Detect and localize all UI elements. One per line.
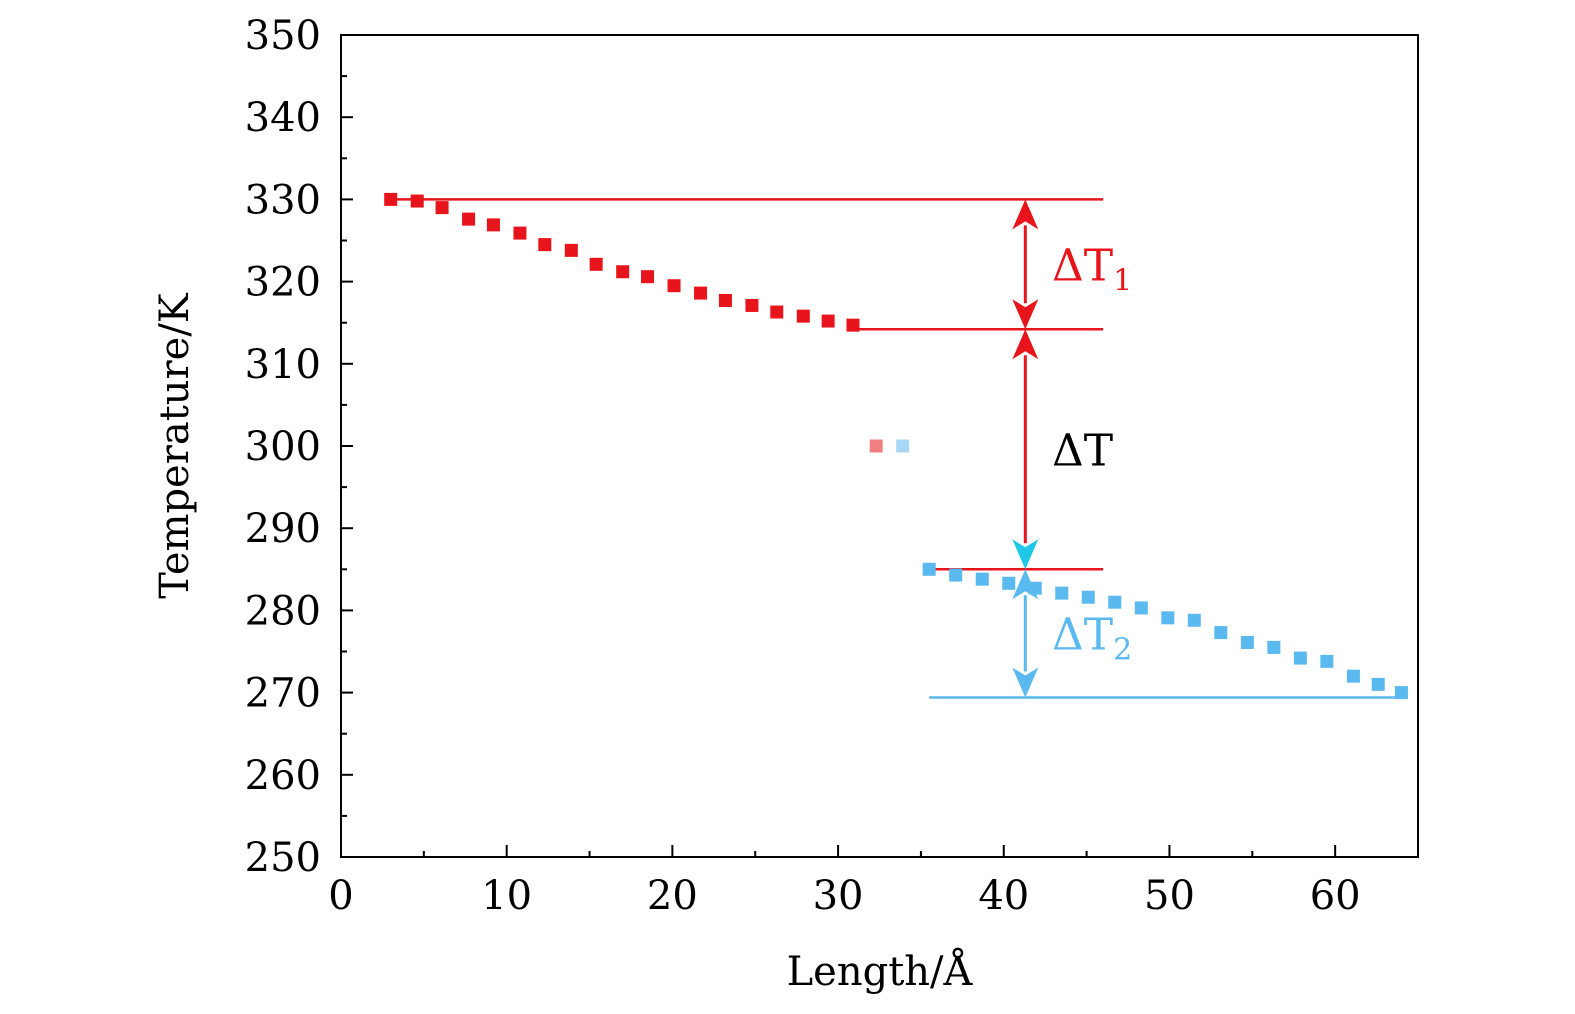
reference-lines: [390, 198, 1402, 699]
data-point: [462, 212, 476, 226]
data-point: [1240, 635, 1254, 649]
data-point: [949, 568, 963, 582]
x-tick-label: 0: [328, 873, 353, 919]
x-tick-label: 40: [978, 873, 1029, 919]
y-tick-label: 340: [245, 95, 321, 141]
data-point: [869, 439, 883, 453]
y-tick-label: 300: [245, 424, 321, 470]
data-point: [1293, 651, 1307, 665]
data-point: [486, 218, 500, 232]
arrow-head-down: [1012, 667, 1039, 698]
data-point: [1081, 590, 1095, 604]
data-point: [1214, 626, 1228, 640]
data-point: [1002, 576, 1016, 590]
y-tick-label: 350: [245, 13, 321, 59]
data-point: [589, 257, 603, 271]
data-point: [770, 305, 784, 319]
annotation-labels: ΔT1 ΔT ΔT2: [1052, 240, 1132, 667]
data-point: [1371, 677, 1385, 691]
data-point: [922, 562, 936, 576]
arrow-head-down: [1012, 539, 1039, 570]
data-point: [616, 265, 630, 279]
x-tick-label: 10: [481, 873, 532, 919]
data-point: [1028, 581, 1042, 595]
y-tick-label: 330: [245, 177, 321, 223]
data-point: [975, 572, 989, 586]
x-tick-label: 30: [813, 873, 864, 919]
data-point: [384, 192, 398, 206]
data-point: [1055, 586, 1069, 600]
data-point: [718, 294, 732, 308]
y-tick-label: 280: [245, 588, 321, 634]
arrow-head-up: [1012, 329, 1039, 360]
data-point: [896, 439, 910, 453]
data-points: [384, 192, 1408, 700]
delta-label: ΔT: [1052, 425, 1113, 476]
data-point: [1394, 686, 1408, 700]
x-tick-label: 20: [647, 873, 698, 919]
data-point: [667, 279, 681, 293]
delta-arrows: [1012, 199, 1039, 698]
data-point: [694, 286, 708, 300]
y-tick-label: 290: [245, 506, 321, 552]
data-point: [1187, 613, 1201, 627]
data-point: [1134, 601, 1148, 615]
y-tick-label: 260: [245, 753, 321, 799]
data-point: [1108, 595, 1122, 609]
data-point: [564, 243, 578, 257]
delta-label: ΔT1: [1052, 240, 1132, 298]
data-point: [1161, 611, 1175, 625]
plot-frame: [340, 34, 1419, 858]
data-point: [1267, 640, 1281, 654]
arrow-head-up: [1012, 199, 1039, 230]
tick-labels: 0 10 20 30 40 50 60 250 260 270 280 290 300 310 320 330…: [245, 13, 1361, 919]
x-axis-title: Length/Å: [787, 948, 974, 995]
data-point: [846, 318, 860, 332]
data-point: [1346, 669, 1360, 683]
y-tick-label: 270: [245, 671, 321, 717]
y-axis-title: Temperature/K: [152, 292, 198, 599]
data-point: [538, 238, 552, 252]
y-tick-label: 250: [245, 835, 321, 881]
data-point: [745, 298, 759, 312]
data-point: [796, 309, 810, 323]
delta-label: ΔT2: [1052, 609, 1132, 667]
x-tick-label: 60: [1310, 873, 1361, 919]
arrow-head-down: [1012, 299, 1039, 330]
y-tick-label: 320: [245, 260, 321, 306]
x-tick-label: 50: [1144, 873, 1195, 919]
data-point: [410, 194, 424, 208]
data-point: [641, 270, 655, 284]
y-tick-label: 310: [245, 342, 321, 388]
data-point: [1320, 654, 1334, 668]
axis-ticks: [340, 34, 1337, 858]
data-point: [435, 201, 449, 215]
data-point: [821, 314, 835, 328]
data-point: [513, 226, 527, 240]
